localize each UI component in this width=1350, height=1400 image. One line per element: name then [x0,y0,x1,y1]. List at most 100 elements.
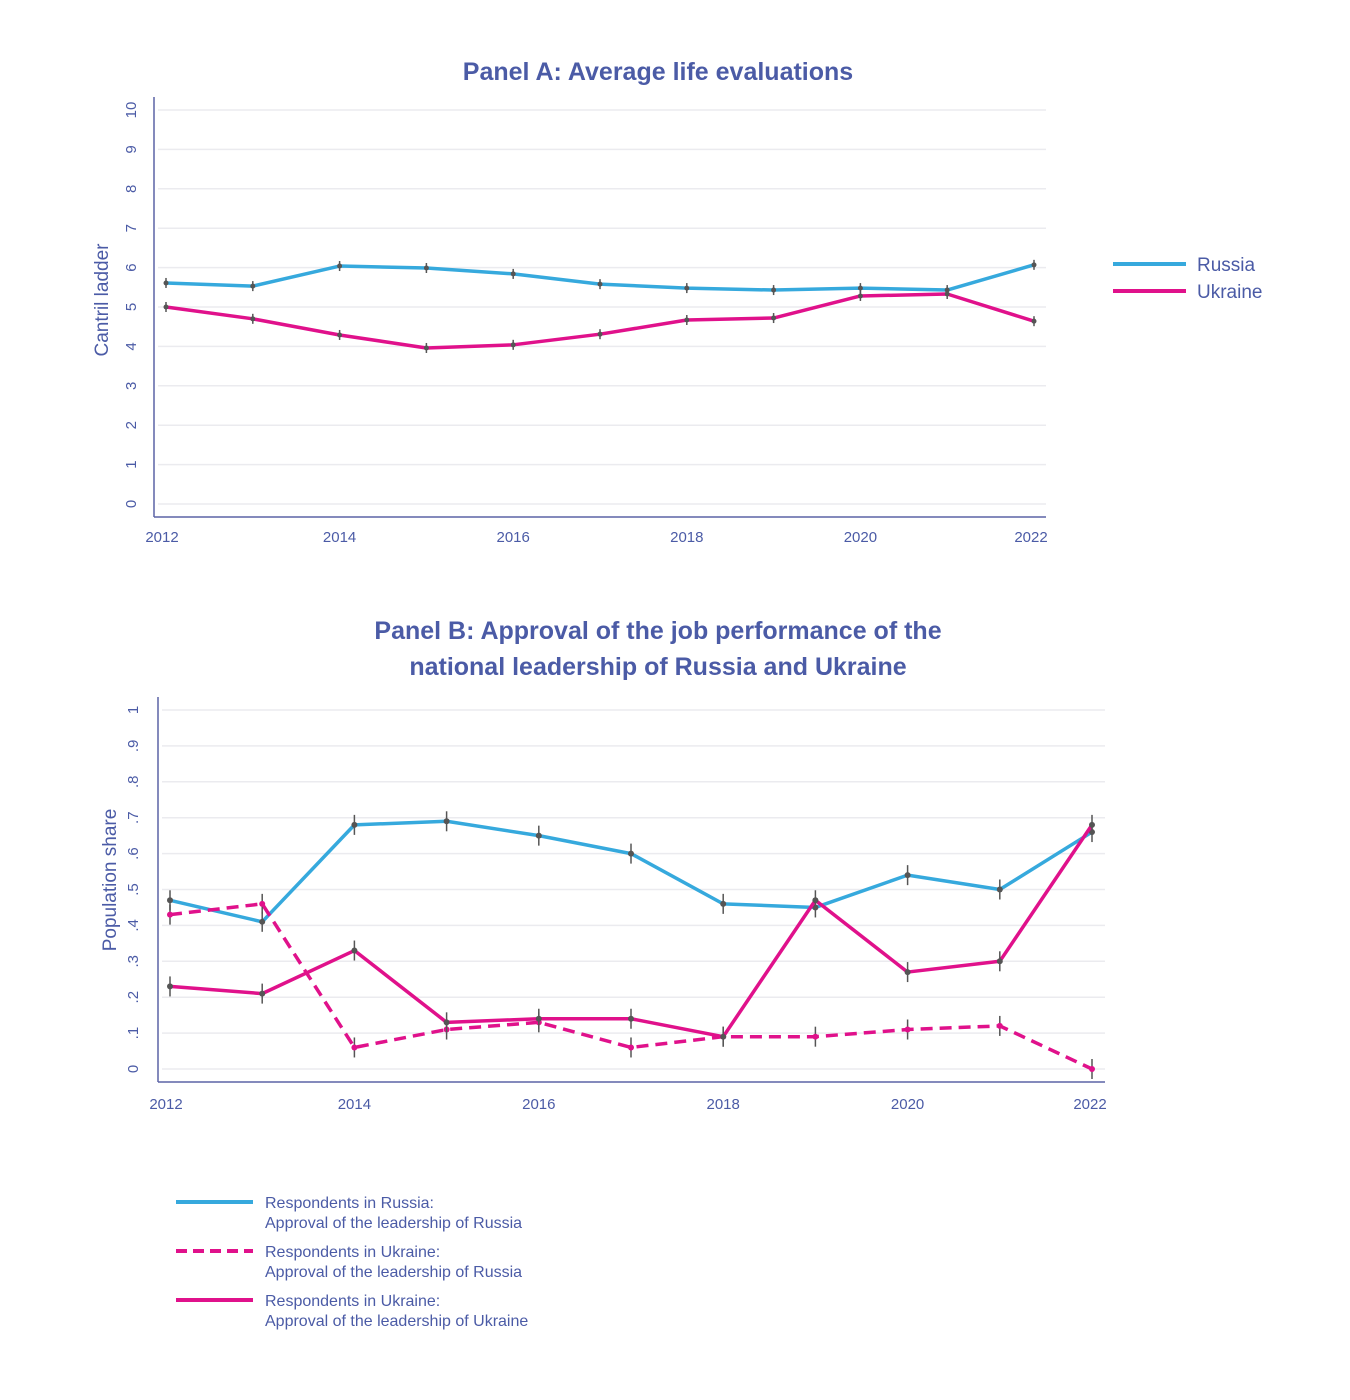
panel-a-legend: Russia Ukraine [1113,255,1262,303]
y-tick-label: 0 [123,500,140,508]
data-point [857,285,863,291]
y-tick-label: 9 [123,145,140,153]
data-point [812,897,819,904]
data-point [250,316,256,322]
y-tick-label: .1 [125,1027,142,1040]
data-point [720,1033,727,1040]
panel-a-x-ticks: 2012 2014 2016 2018 2020 2022 [145,529,1047,546]
data-point [1089,1066,1095,1072]
data-point [597,331,603,337]
data-point [1031,318,1037,324]
panel-b-series [167,811,1095,1079]
data-point [684,285,690,291]
panel-b-x-ticks: 2012 2014 2016 2018 2020 2022 [149,1096,1106,1113]
data-point [628,850,634,857]
data-point [535,1015,542,1022]
x-tick-label: 2014 [338,1096,371,1113]
panel-a: Panel A: Average life evaluations 0 1 2 3 4 5… [92,58,1262,546]
data-point [337,263,343,269]
panel-a-series [163,259,1037,353]
series-line [165,292,1035,350]
data-point [337,332,343,338]
series-1 [163,288,1037,353]
x-tick-label: 2022 [1073,1096,1106,1113]
y-tick-label: 3 [123,382,140,390]
x-tick-label: 2014 [323,529,356,546]
data-point [1031,262,1037,268]
data-point [259,990,266,997]
data-point [351,1044,358,1051]
legend-label-russia: Russia [1197,255,1256,276]
data-point [857,293,863,299]
data-point [167,897,173,904]
data-point [510,342,516,348]
y-tick-label: .7 [125,811,142,824]
legend-label-ukraine: Ukraine [1197,282,1262,303]
y-tick-label: .3 [125,955,142,968]
legend-label-russia-on-russia-line-2: Approval of the leadership of Russia [265,1215,522,1232]
data-point [423,265,429,271]
data-point [167,983,173,990]
legend-label-ukraine-on-russia-line-1: Respondents in Ukraine: [265,1244,440,1261]
legend-label-ukraine-on-ukraine-line-1: Respondents in Ukraine: [265,1293,440,1310]
data-point [535,832,542,839]
data-point [167,911,173,918]
panel-b-y-label: Population share [100,809,121,952]
y-tick-label: .8 [125,776,142,789]
data-point [904,969,911,976]
legend-label-russia-on-russia-line-1: Respondents in Russia: [265,1195,434,1212]
data-point [259,918,266,925]
data-point [684,317,690,323]
series-0 [163,259,1037,296]
x-tick-label: 2022 [1014,529,1047,546]
data-point [996,958,1003,965]
data-point [510,271,516,277]
data-point [351,821,358,828]
y-tick-label: 0 [125,1065,142,1073]
panel-a-title: Panel A: Average life evaluations [463,58,853,86]
data-point [250,283,256,289]
x-tick-label: 2016 [497,529,530,546]
x-tick-label: 2018 [707,1096,740,1113]
y-tick-label: 4 [123,342,140,350]
x-tick-label: 2020 [891,1096,924,1113]
y-tick-label: .2 [125,991,142,1004]
panel-a-y-ticks: 0 1 2 3 4 5 6 7 8 9 10 [123,102,140,509]
panel-a-gridlines [158,109,1046,505]
data-point [163,304,169,310]
x-tick-label: 2018 [670,529,703,546]
y-tick-label: 5 [123,303,140,311]
data-point [771,287,777,293]
data-point [628,1015,634,1022]
y-tick-label: 8 [123,185,140,193]
panel-b-title-line-1: Panel B: Approval of the job performance… [374,617,941,645]
data-point [1089,821,1095,828]
y-tick-label: 1 [125,706,142,714]
data-point [996,1022,1003,1029]
y-tick-label: 2 [123,421,140,429]
legend-label-ukraine-on-ukraine-line-2: Approval of the leadership of Ukraine [265,1313,528,1330]
data-point [443,818,450,825]
x-tick-label: 2016 [522,1096,555,1113]
data-point [259,900,266,907]
y-tick-label: .6 [125,847,142,860]
x-tick-label: 2020 [844,529,877,546]
series-2 [167,814,1095,1047]
data-point [163,280,169,286]
data-point [628,1044,634,1051]
data-point [771,315,777,321]
data-point [597,281,603,287]
series-0 [167,811,1095,932]
data-point [720,900,727,907]
panel-b: Panel B: Approval of the job performance… [100,617,1107,1330]
y-tick-label: 10 [123,102,140,119]
y-tick-label: .5 [125,883,142,896]
data-point [996,886,1003,893]
x-tick-label: 2012 [145,529,178,546]
panel-b-legend: Respondents in Russia: Approval of the l… [176,1195,528,1330]
data-point [944,291,950,297]
data-point [351,947,358,954]
data-point [904,872,911,879]
series-line [169,819,1093,924]
series-1 [167,893,1095,1079]
